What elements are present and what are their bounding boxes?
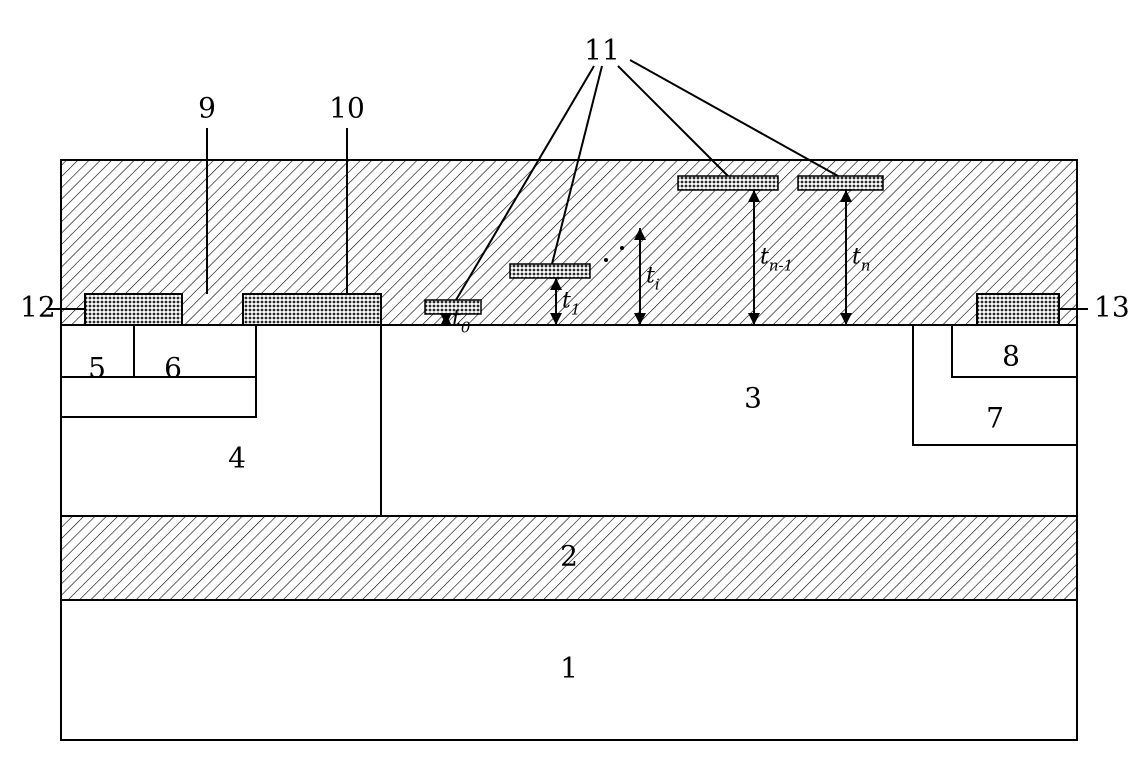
region-label-4: 4 — [228, 442, 246, 475]
region-label-1: 1 — [560, 652, 578, 685]
ellipsis-dot — [636, 234, 640, 238]
block-gate_poly — [243, 294, 381, 325]
block-drain_contact — [977, 294, 1059, 325]
ellipsis-dot — [620, 246, 624, 250]
callout-label-13: 13 — [1094, 291, 1130, 324]
floating-plate-fp1 — [510, 264, 590, 278]
region-label-8: 8 — [1002, 340, 1020, 373]
callout-line-11 — [630, 60, 838, 176]
region-label-2: 2 — [560, 540, 578, 573]
well-n_plus_s — [134, 325, 256, 377]
region-label-7: 7 — [986, 402, 1004, 435]
callout-label-12: 12 — [20, 291, 56, 324]
floating-plate-fpn1 — [678, 176, 778, 190]
callout-label-9: 9 — [198, 92, 216, 125]
region-label-5: 5 — [88, 352, 106, 385]
block-source_contact — [85, 294, 182, 325]
callout-label-10: 10 — [329, 92, 365, 125]
callout-label-11: 11 — [584, 34, 620, 67]
region-label-3: 3 — [744, 382, 762, 415]
ellipsis-dot — [604, 258, 608, 262]
region-label-6: 6 — [164, 352, 182, 385]
floating-plate-fpn — [798, 176, 883, 190]
